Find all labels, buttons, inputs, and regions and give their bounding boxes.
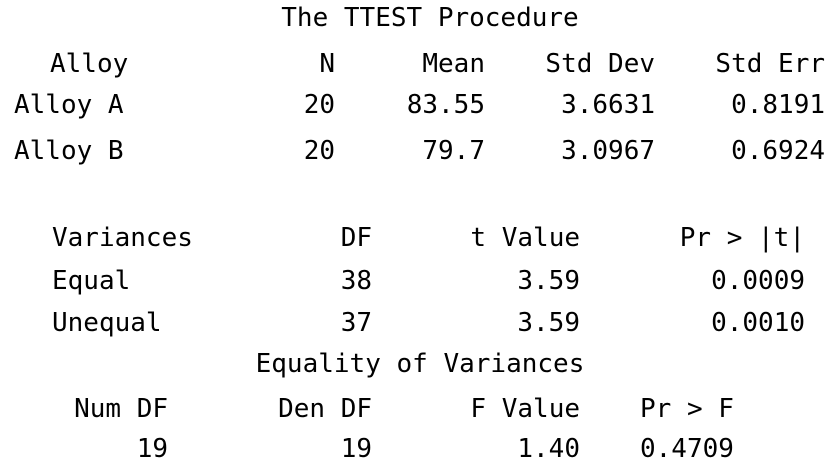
ttests-cell-pr-t: 0.0010	[711, 308, 805, 338]
stats-header-n: N	[319, 49, 335, 79]
stats-row-label: Alloy B	[14, 136, 124, 166]
ttests-cell-pr-t: 0.0009	[711, 266, 805, 296]
procedure-title: The TTEST Procedure	[281, 3, 579, 33]
equality-cell-f-value: 1.40	[517, 434, 580, 464]
equality-cell-pr-f: 0.4709	[640, 434, 734, 464]
stats-cell-n: 20	[303, 90, 335, 120]
ttests-header-pr-t: Pr > |t|	[679, 223, 805, 253]
ttests-row-label: Equal	[52, 266, 131, 296]
equality-cell-den-df: 19	[340, 434, 372, 464]
stats-cell-std-err: 0.8191	[731, 90, 825, 120]
stats-header-std-dev: Std Dev	[545, 49, 655, 79]
stats-cell-std-dev: 3.6631	[561, 90, 655, 120]
ttests-cell-df: 37	[340, 308, 372, 338]
stats-header-alloy: Alloy	[50, 49, 129, 79]
ttests-cell-df: 38	[340, 266, 372, 296]
stats-cell-n: 20	[303, 136, 335, 166]
equality-header-den-df: Den DF	[278, 394, 372, 424]
equality-header-num-df: Num DF	[74, 394, 168, 424]
stats-cell-mean: 83.55	[406, 90, 485, 120]
stats-row-label: Alloy A	[14, 90, 124, 120]
stats-cell-std-dev: 3.0967	[561, 136, 655, 166]
stats-cell-std-err: 0.6924	[731, 136, 825, 166]
stats-cell-mean: 79.7	[422, 136, 485, 166]
equality-title: Equality of Variances	[255, 349, 585, 379]
ttests-cell-t-value: 3.59	[517, 266, 580, 296]
equality-cell-num-df: 19	[136, 434, 168, 464]
ttests-header-variances: Variances	[52, 223, 193, 253]
equality-header-pr-f: Pr > F	[640, 394, 734, 424]
stats-header-mean: Mean	[422, 49, 485, 79]
ttests-row-label: Unequal	[52, 308, 162, 338]
equality-header-f-value: F Value	[470, 394, 580, 424]
ttests-header-t-value: t Value	[470, 223, 580, 253]
ttests-cell-t-value: 3.59	[517, 308, 580, 338]
ttests-header-df: DF	[340, 223, 372, 253]
stats-header-std-err: Std Err	[715, 49, 825, 79]
